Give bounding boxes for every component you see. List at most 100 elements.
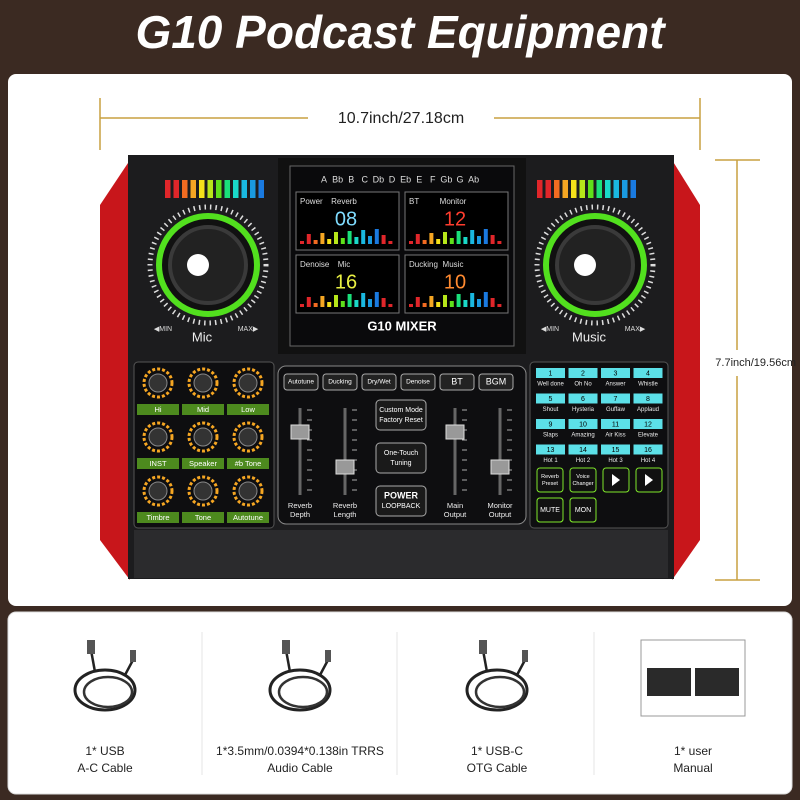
pad-number: 2 — [581, 370, 585, 377]
bottom-strip — [134, 530, 668, 578]
panel-label: Monitor — [440, 197, 467, 206]
cable-coil — [465, 668, 529, 712]
level-bar — [173, 180, 179, 198]
eq-bar — [456, 294, 461, 307]
eq-bar — [347, 294, 352, 307]
eq-bar — [422, 303, 427, 307]
eq-bar — [300, 241, 304, 244]
pad-number: 11 — [612, 421, 619, 428]
pad-label: Hot 1 — [543, 458, 558, 464]
knob-ring — [187, 421, 219, 453]
pad — [536, 393, 565, 404]
cable-lead — [123, 659, 135, 676]
dimension-lines — [99, 98, 760, 581]
function-key-label: Voice — [576, 474, 589, 480]
panel-value: 16 — [335, 271, 357, 293]
eq-bar — [306, 297, 311, 307]
eq-bar — [409, 304, 413, 307]
eq-bar — [313, 303, 318, 307]
fader-cap — [290, 424, 310, 440]
level-bar — [571, 180, 577, 198]
button-label: Dry/Wet — [367, 379, 391, 386]
knob — [193, 427, 213, 447]
pad — [601, 368, 630, 378]
button — [478, 373, 514, 391]
knob-label-box — [227, 404, 269, 415]
play-icon — [612, 474, 620, 486]
knob-label-box — [182, 458, 224, 469]
pad — [568, 368, 598, 378]
eq-bar — [327, 239, 332, 244]
note-label: F — [430, 174, 436, 184]
note-label: G — [456, 174, 463, 184]
level-bar — [199, 180, 205, 198]
dial-max: MAX▶ — [238, 326, 259, 333]
pad-label: Amazing — [571, 433, 594, 439]
eq-bar — [388, 241, 393, 244]
eq-bar — [449, 238, 454, 244]
center-button-label: POWER — [384, 490, 419, 500]
knob-label-box — [227, 458, 269, 469]
button-label: BT — [451, 376, 463, 386]
cable-coil — [277, 675, 329, 709]
knob-label: Speaker — [189, 459, 217, 468]
eq-bar — [381, 298, 386, 307]
center-button-label: Tuning — [390, 460, 411, 467]
pad — [633, 393, 663, 404]
center-button — [375, 399, 427, 431]
dial-min: ◀MIN — [154, 326, 172, 333]
eq-bar — [443, 295, 447, 307]
eq-bar — [443, 232, 447, 244]
function-key-label: MUTE — [540, 507, 560, 514]
connector — [325, 650, 331, 662]
knob-ring — [232, 367, 264, 399]
pad-label: Oh No — [574, 382, 592, 388]
connector — [87, 640, 95, 654]
width-label: 10.7inch/27.18cm — [338, 110, 464, 127]
pad-number: 4 — [646, 370, 650, 377]
panel-value: 12 — [444, 208, 466, 230]
knob-ring — [187, 475, 219, 507]
note-label: A — [321, 174, 327, 184]
connector — [522, 650, 528, 662]
button-label: Autotune — [288, 379, 314, 386]
pad-number: 3 — [614, 370, 618, 377]
eq-bar — [483, 229, 488, 244]
level-bar — [241, 180, 247, 198]
eq-bar — [354, 237, 359, 244]
dial-min: ◀MIN — [541, 326, 559, 333]
button — [439, 373, 475, 391]
note-label: E — [416, 174, 422, 184]
fader-label: Depth — [290, 510, 310, 519]
panel-label: Denoise — [300, 260, 330, 269]
knob-label-box — [227, 512, 269, 523]
eq-bar — [409, 241, 413, 244]
note-label: Gb — [440, 174, 452, 184]
pad-label: Guffaw — [606, 407, 626, 413]
knob-ring — [142, 367, 174, 399]
pad — [536, 419, 565, 429]
pad — [601, 393, 630, 404]
knob-ring — [232, 475, 264, 507]
pad-number: 8 — [646, 396, 650, 403]
eq-bar — [456, 231, 461, 244]
manual-image — [695, 668, 739, 696]
pad-number: 10 — [579, 421, 587, 428]
level-bar — [613, 180, 619, 198]
dial-max: MAX▶ — [625, 326, 646, 333]
accessory-caption: 1*3.5mm/0.0394*0.138in TRRS — [216, 744, 384, 758]
red-side — [672, 160, 700, 580]
knob — [238, 481, 258, 501]
eq-bar — [374, 229, 379, 244]
fader-cap — [335, 459, 355, 475]
fader-label: Output — [489, 510, 512, 519]
function-key — [536, 497, 564, 523]
eq-bar — [436, 302, 441, 307]
eq-bar — [361, 230, 366, 244]
knob-label: Mid — [197, 405, 209, 414]
level-bar — [596, 180, 602, 198]
eq-bar — [477, 236, 481, 244]
function-key-label: MON — [575, 507, 591, 514]
